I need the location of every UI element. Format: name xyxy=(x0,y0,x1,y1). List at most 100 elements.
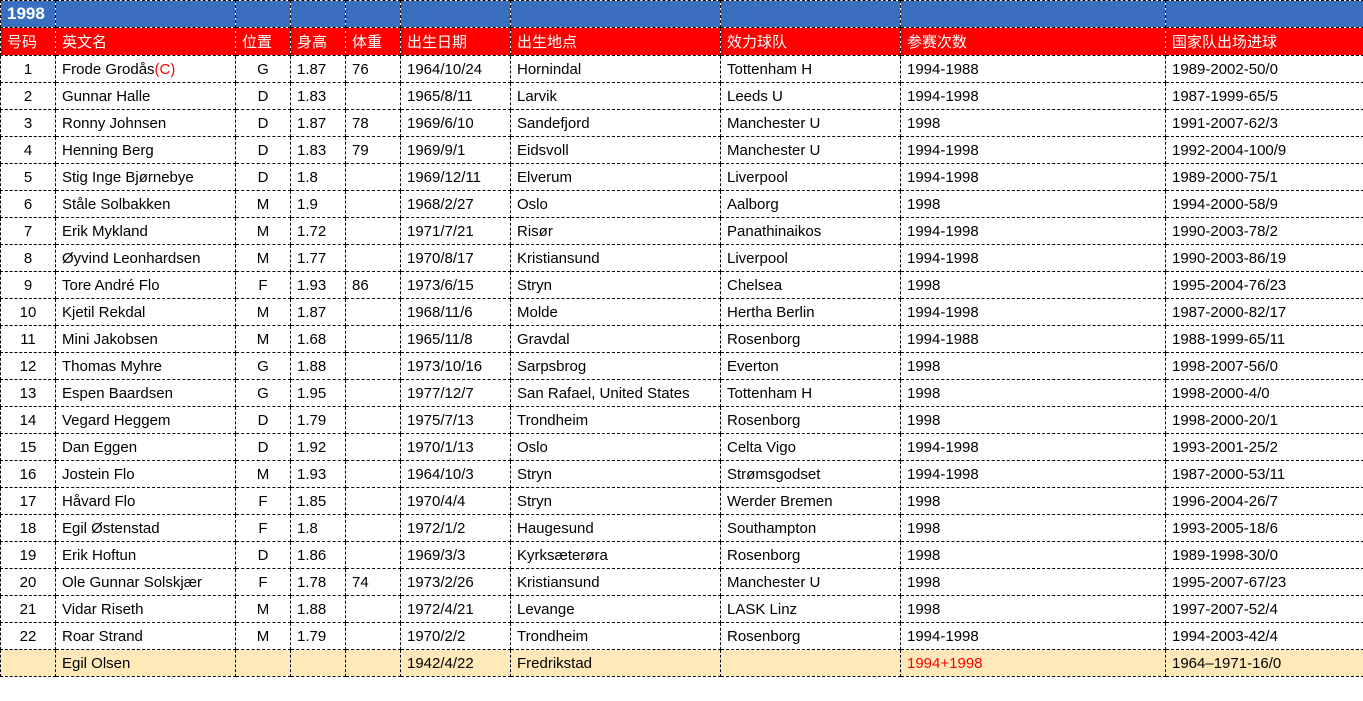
cell-num: 9 xyxy=(1,272,56,299)
cell-name: Henning Berg xyxy=(56,137,236,164)
cell-apps: 1994-1998 xyxy=(901,218,1166,245)
cell-pos: F xyxy=(236,569,291,596)
cell-name: Erik Mykland xyxy=(56,218,236,245)
player-name: Mini Jakobsen xyxy=(62,331,158,348)
player-row: 14Vegard HeggemD1.791975/7/13TrondheimRo… xyxy=(1,407,1363,434)
cell-name: Thomas Myhre xyxy=(56,353,236,380)
cell-height: 1.8 xyxy=(291,515,346,542)
cell-dob: 1977/12/7 xyxy=(401,380,511,407)
header-name: 英文名 xyxy=(56,28,236,56)
cell-num: 13 xyxy=(1,380,56,407)
cell-caps: 1996-2004-26/7 xyxy=(1166,488,1363,515)
cell-num: 14 xyxy=(1,407,56,434)
header-club: 效力球队 xyxy=(721,28,901,56)
cell-name: Dan Eggen xyxy=(56,434,236,461)
cell-weight xyxy=(346,515,401,542)
cell-name: Egil Olsen xyxy=(56,650,236,677)
cell-dob: 1973/10/16 xyxy=(401,353,511,380)
cell-pob: Kyrksæterøra xyxy=(511,542,721,569)
cell-num: 11 xyxy=(1,326,56,353)
cell-apps: 1998 xyxy=(901,272,1166,299)
cell-apps: 1994-1998 xyxy=(901,164,1166,191)
cell-dob: 1972/4/21 xyxy=(401,596,511,623)
cell-apps: 1998 xyxy=(901,515,1166,542)
player-row: 4Henning BergD1.83791969/9/1EidsvollManc… xyxy=(1,137,1363,164)
title-empty xyxy=(291,1,346,28)
cell-name: Vidar Riseth xyxy=(56,596,236,623)
header-num: 号码 xyxy=(1,28,56,56)
cell-pos: M xyxy=(236,326,291,353)
player-row: 19Erik HoftunD1.861969/3/3KyrksæterøraRo… xyxy=(1,542,1363,569)
cell-pob: Stryn xyxy=(511,488,721,515)
cell-pos: G xyxy=(236,380,291,407)
player-row: 16Jostein FloM1.931964/10/3StrynStrømsgo… xyxy=(1,461,1363,488)
title-row: 1998 xyxy=(1,1,1363,28)
cell-apps: 1994-1998 xyxy=(901,137,1166,164)
cell-pos: D xyxy=(236,164,291,191)
cell-pob: Gravdal xyxy=(511,326,721,353)
cell-caps: 1989-2002-50/0 xyxy=(1166,56,1363,83)
cell-caps: 1989-1998-30/0 xyxy=(1166,542,1363,569)
cell-apps: 1994-1988 xyxy=(901,56,1166,83)
cell-name: Erik Hoftun xyxy=(56,542,236,569)
cell-club xyxy=(721,650,901,677)
cell-pob: Larvik xyxy=(511,83,721,110)
cell-pos: D xyxy=(236,542,291,569)
player-row: 6Ståle SolbakkenM1.91968/2/27OsloAalborg… xyxy=(1,191,1363,218)
player-name: Jostein Flo xyxy=(62,466,135,483)
cell-num: 2 xyxy=(1,83,56,110)
header-dob: 出生日期 xyxy=(401,28,511,56)
cell-num: 21 xyxy=(1,596,56,623)
player-row: 3Ronny JohnsenD1.87781969/6/10Sandefjord… xyxy=(1,110,1363,137)
cell-weight xyxy=(346,245,401,272)
cell-club: Southampton xyxy=(721,515,901,542)
player-name: Egil Østenstad xyxy=(62,520,160,537)
player-row: 10Kjetil RekdalM1.871968/11/6MoldeHertha… xyxy=(1,299,1363,326)
cell-pos: M xyxy=(236,623,291,650)
cell-name: Gunnar Halle xyxy=(56,83,236,110)
cell-apps: 1994-1998 xyxy=(901,245,1166,272)
player-name: Espen Baardsen xyxy=(62,385,173,402)
cell-dob: 1969/9/1 xyxy=(401,137,511,164)
player-name: Ole Gunnar Solskjær xyxy=(62,574,202,591)
cell-height: 1.87 xyxy=(291,299,346,326)
cell-pob: Risør xyxy=(511,218,721,245)
cell-num: 8 xyxy=(1,245,56,272)
cell-club: Tottenham H xyxy=(721,380,901,407)
cell-dob: 1969/3/3 xyxy=(401,542,511,569)
cell-dob: 1971/7/21 xyxy=(401,218,511,245)
cell-pos: D xyxy=(236,110,291,137)
cell-apps: 1994-1998 xyxy=(901,434,1166,461)
cell-dob: 1975/7/13 xyxy=(401,407,511,434)
cell-dob: 1970/8/17 xyxy=(401,245,511,272)
cell-caps: 1964–1971-16/0 xyxy=(1166,650,1363,677)
player-name: Stig Inge Bjørnebye xyxy=(62,169,194,186)
cell-num: 1 xyxy=(1,56,56,83)
player-row: 12Thomas MyhreG1.881973/10/16SarpsbrogEv… xyxy=(1,353,1363,380)
player-name: Erik Mykland xyxy=(62,223,148,240)
cell-club: Panathinaikos xyxy=(721,218,901,245)
cell-weight xyxy=(346,407,401,434)
player-row: 11Mini JakobsenM1.681965/11/8GravdalRose… xyxy=(1,326,1363,353)
player-row: 2Gunnar HalleD1.831965/8/11LarvikLeeds U… xyxy=(1,83,1363,110)
player-name: Håvard Flo xyxy=(62,493,135,510)
cell-apps: 1998 xyxy=(901,191,1166,218)
cell-pob: Sandefjord xyxy=(511,110,721,137)
cell-club: Rosenborg xyxy=(721,542,901,569)
cell-pob: Hornindal xyxy=(511,56,721,83)
title-empty xyxy=(236,1,291,28)
cell-dob: 1969/6/10 xyxy=(401,110,511,137)
cell-dob: 1942/4/22 xyxy=(401,650,511,677)
cell-height: 1.68 xyxy=(291,326,346,353)
cell-caps: 1987-2000-53/11 xyxy=(1166,461,1363,488)
cell-pos: G xyxy=(236,56,291,83)
cell-num: 16 xyxy=(1,461,56,488)
cell-height: 1.86 xyxy=(291,542,346,569)
cell-num: 17 xyxy=(1,488,56,515)
player-row: 21Vidar RisethM1.881972/4/21LevangeLASK … xyxy=(1,596,1363,623)
cell-club: LASK Linz xyxy=(721,596,901,623)
cell-height: 1.79 xyxy=(291,623,346,650)
header-row: 号码英文名位置身高体重出生日期出生地点效力球队参赛次数国家队出场进球 xyxy=(1,28,1363,56)
cell-pos: D xyxy=(236,137,291,164)
player-name: Vegard Heggem xyxy=(62,412,170,429)
